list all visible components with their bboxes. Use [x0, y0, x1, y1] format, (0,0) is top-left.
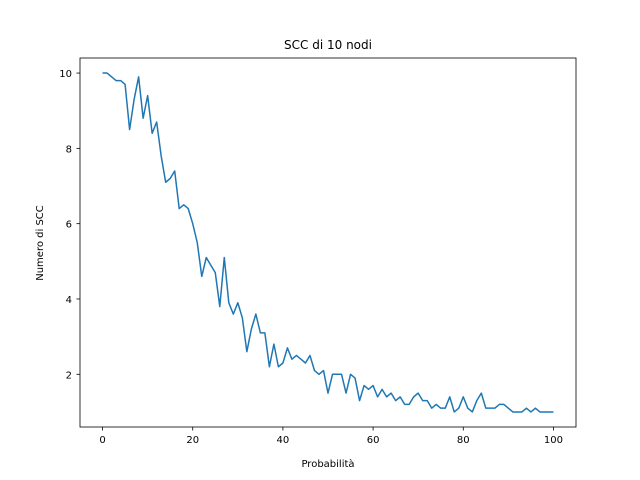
y-axis-ticks: 2 4 6 8 10	[59, 69, 80, 381]
y-tick-label: 4	[66, 295, 72, 306]
x-tick-label: 60	[367, 435, 380, 446]
chart-title: SCC di 10 nodi	[284, 38, 372, 52]
x-tick-label: 40	[277, 435, 290, 446]
series-line	[102, 72, 554, 413]
y-tick-label: 2	[66, 370, 72, 381]
y-tick-label: 8	[66, 144, 72, 155]
x-tick-label: 80	[457, 435, 470, 446]
plot-area	[79, 57, 577, 428]
x-axis-ticks: 0 20 40 60 80 100	[99, 427, 563, 446]
y-tick-label: 10	[59, 69, 72, 80]
x-axis-label: Probabilità	[301, 458, 354, 470]
y-axis-label: Numero di SCC	[35, 205, 46, 281]
x-tick-label: 100	[544, 435, 563, 446]
x-tick-label: 0	[99, 435, 105, 446]
y-tick-label: 6	[66, 220, 72, 231]
x-tick-label: 20	[186, 435, 199, 446]
axes-frame	[79, 57, 577, 428]
